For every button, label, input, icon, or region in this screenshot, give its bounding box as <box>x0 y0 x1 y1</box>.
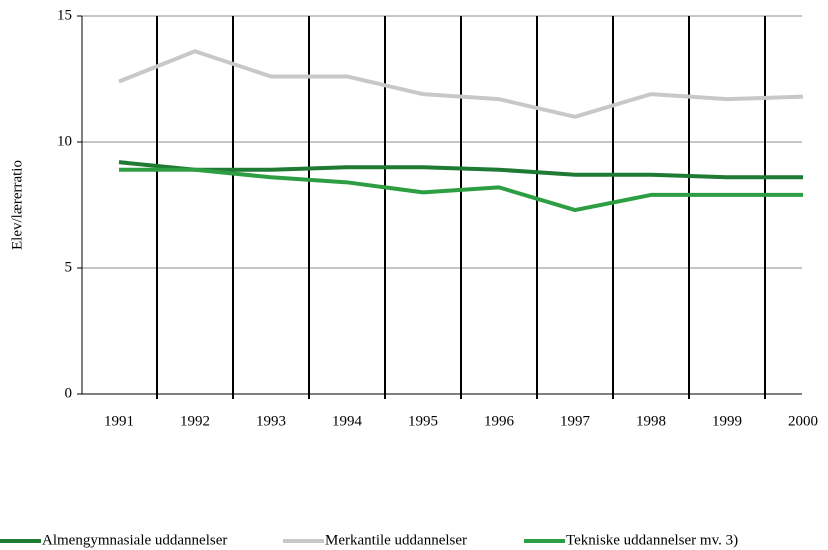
y-tick-label: 5 <box>65 259 73 275</box>
x-tick-label: 1991 <box>104 413 134 429</box>
x-tick-label: 1996 <box>484 413 515 429</box>
legend-label: Merkantile uddannelser <box>325 532 467 548</box>
y-tick-label: 15 <box>57 7 72 23</box>
x-tick-label: 1992 <box>180 413 210 429</box>
series-line <box>119 167 803 213</box>
y-axis-label: Elev/lærerratio <box>9 160 25 250</box>
x-tick-label: 1999 <box>712 413 742 429</box>
legend-label: Almengymnasiale uddannelser <box>42 532 227 548</box>
x-tick-label: 1993 <box>256 413 286 429</box>
series-line <box>118 49 804 119</box>
series-line <box>118 160 803 180</box>
x-tick-label: 1995 <box>408 413 438 429</box>
x-tick-label: 2000 <box>788 413 818 429</box>
x-tick-label: 1994 <box>332 413 363 429</box>
y-tick-label: 10 <box>57 133 72 149</box>
legend-label: Tekniske uddannelser mv. 3) <box>566 532 738 548</box>
x-tick-label: 1998 <box>636 413 666 429</box>
y-tick-label: 0 <box>65 385 73 401</box>
x-tick-label: 1997 <box>560 413 591 429</box>
